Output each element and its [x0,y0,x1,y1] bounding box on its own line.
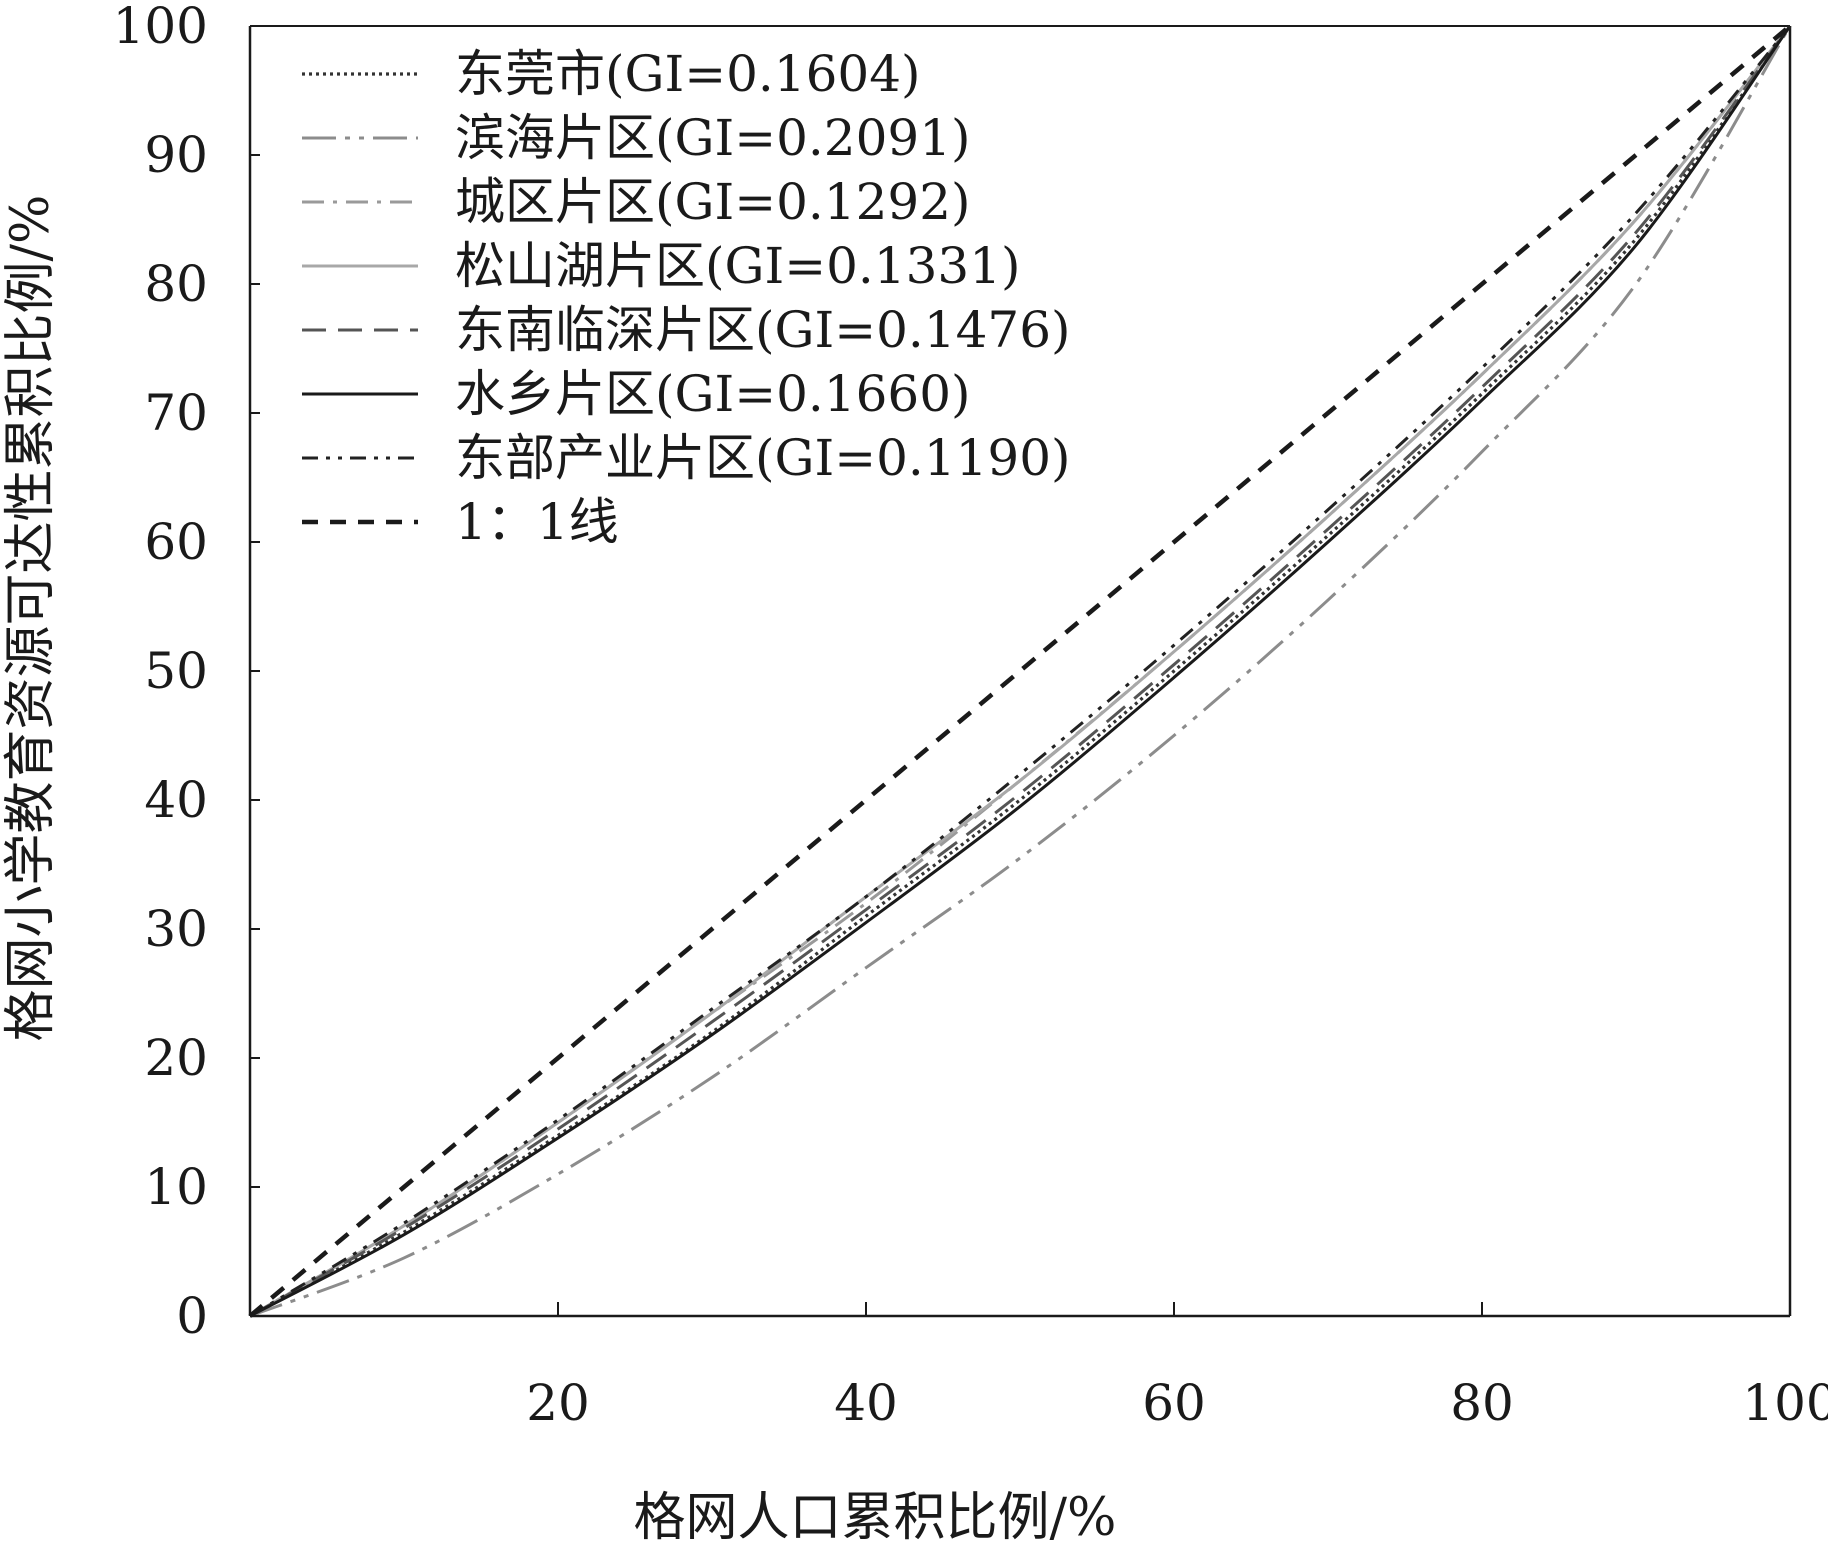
legend-label: 滨海片区(GI=0.2091) [455,109,971,167]
y-tick-label: 30 [144,900,208,958]
y-tick-label: 0 [176,1287,208,1345]
legend-label: 城区片区(GI=0.1292) [455,173,971,231]
series-line-2 [249,25,1792,1318]
legend-label: 东部产业片区(GI=0.1190) [455,429,1071,487]
y-axis-label: 格网小学教育资源可达性累积比例/% [1,195,61,1042]
legend: 东莞市(GI=0.1604) 滨海片区(GI=0.2091) 城区片区(GI=0.1… [302,45,1071,551]
y-tick-label: 60 [144,513,208,571]
legend-label: 东南临深片区(GI=0.1476) [455,301,1071,359]
series-line-1 [249,25,1792,1318]
y-axis-ticks: 0 10 20 30 40 50 60 70 80 90 100 [113,0,260,1345]
y-tick-label: 20 [144,1029,208,1087]
legend-label: 松山湖片区(GI=0.1331) [455,237,1021,295]
x-tick-label: 100 [1742,1374,1828,1432]
series-line-7 [249,25,1792,1318]
y-tick-label: 80 [144,255,208,313]
x-tick-label: 40 [834,1374,898,1432]
y-tick-label: 100 [113,0,208,55]
legend-label: 1：1线 [455,493,619,551]
legend-label: 东莞市(GI=0.1604) [455,45,921,103]
x-tick-label: 80 [1450,1374,1514,1432]
series-line-6 [249,25,1792,1318]
series-lines [248,24,1792,1318]
y-tick-label: 70 [144,384,208,442]
y-tick-label: 50 [144,642,208,700]
legend-label: 水乡片区(GI=0.1660) [455,365,971,423]
x-axis-label: 格网人口累积比例/% [634,1488,1117,1548]
y-tick-label: 10 [144,1158,208,1216]
series-line-4 [249,25,1792,1318]
x-tick-label: 60 [1142,1374,1206,1432]
x-tick-label: 20 [526,1374,590,1432]
y-tick-label: 40 [144,771,208,829]
y-tick-label: 90 [144,126,208,184]
x-axis-ticks: 20 40 60 80 100 [526,1302,1828,1432]
